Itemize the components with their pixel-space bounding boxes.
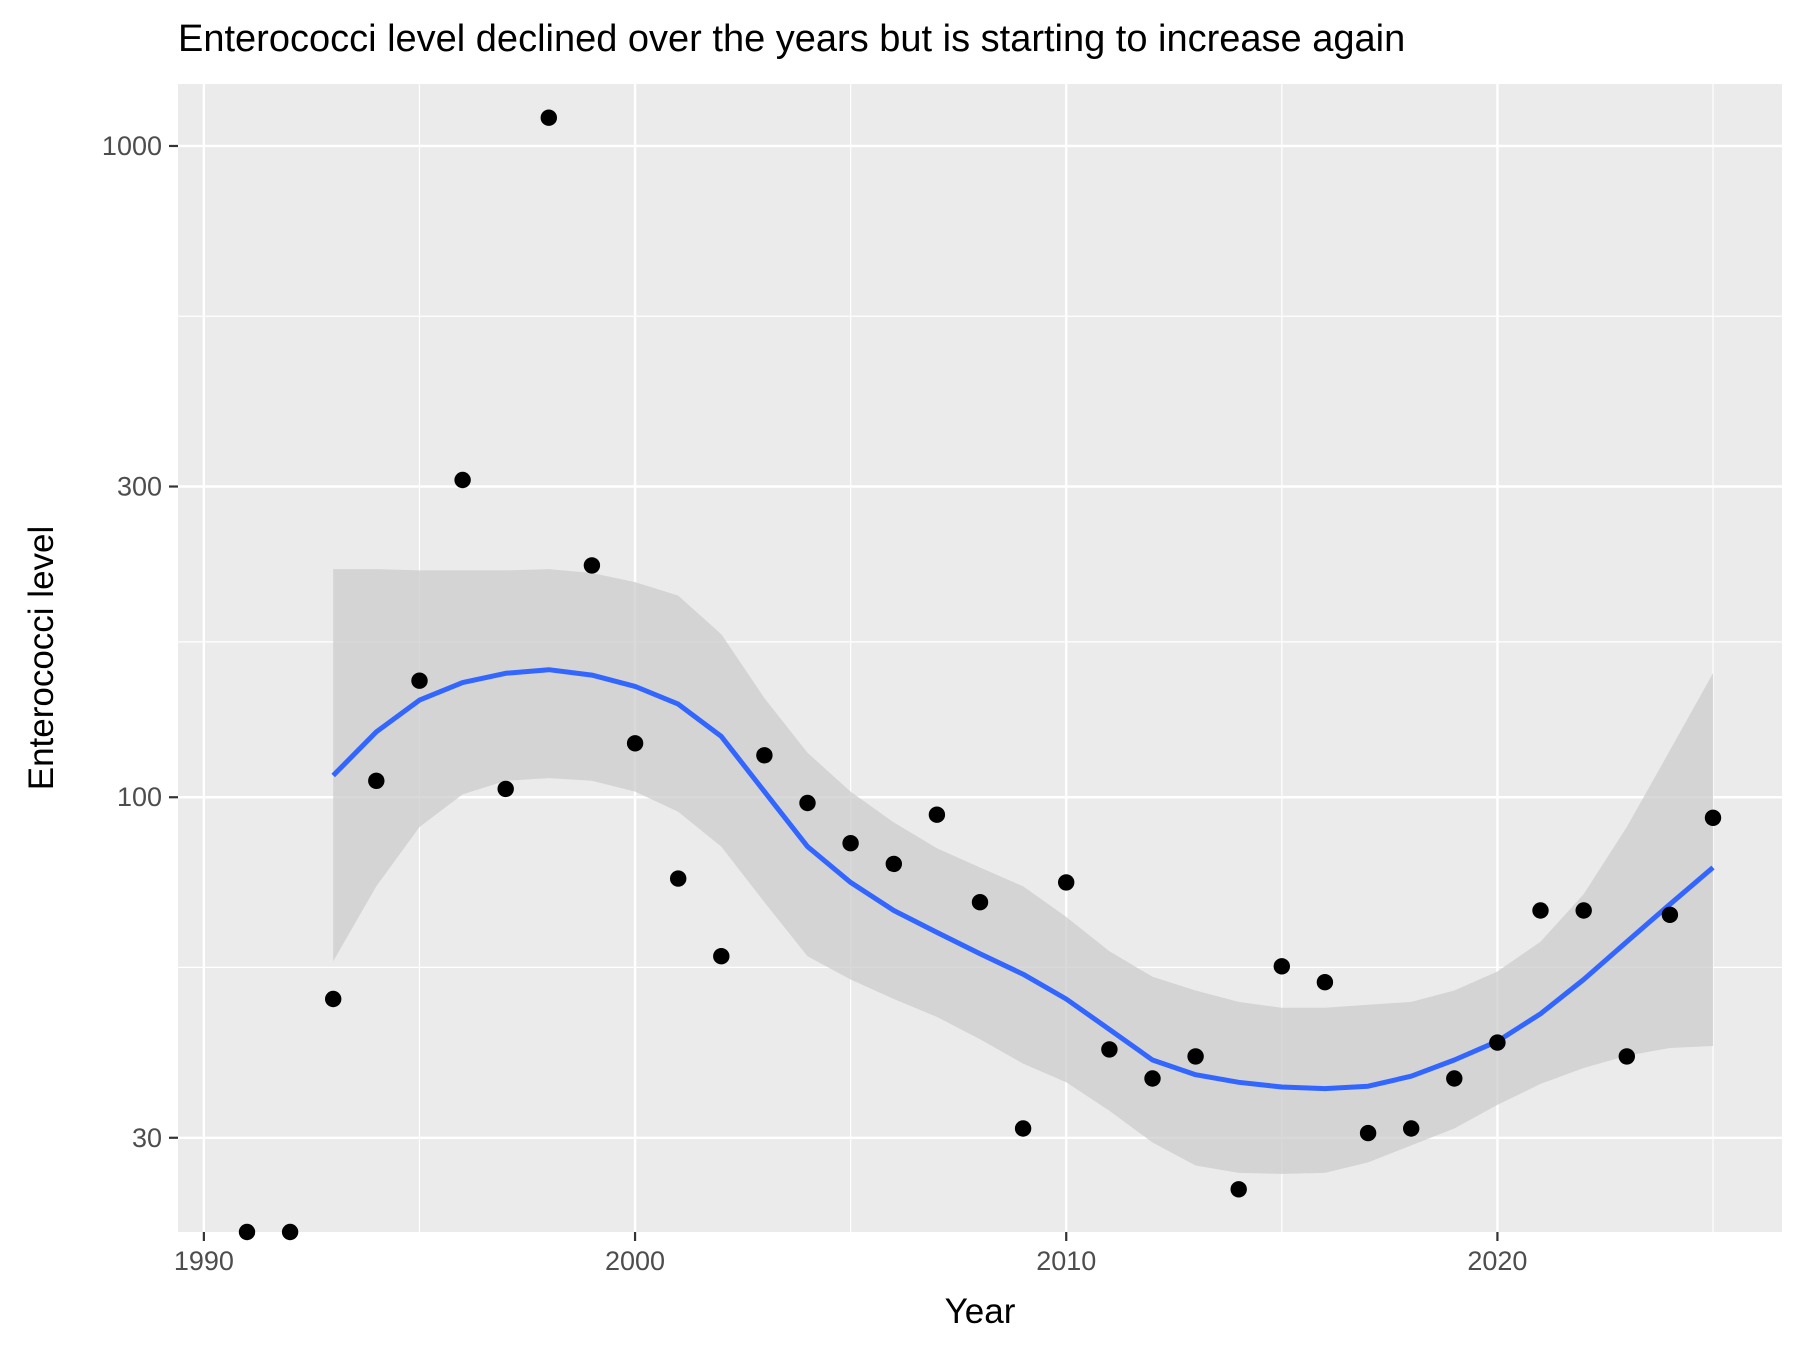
confidence-band xyxy=(333,569,1714,1174)
x-tick-label: 2020 xyxy=(1467,1246,1527,1276)
data-point xyxy=(842,835,859,852)
data-point xyxy=(756,747,773,764)
data-point xyxy=(1101,1041,1118,1058)
data-point xyxy=(325,990,342,1008)
data-point xyxy=(1144,1070,1161,1087)
y-axis: 30 100 300 1000 xyxy=(102,131,178,1153)
data-point xyxy=(1661,906,1679,923)
data-point xyxy=(1446,1070,1463,1087)
data-point xyxy=(1403,1120,1420,1137)
data-point xyxy=(238,1223,256,1241)
data-point xyxy=(1273,958,1291,975)
data-point xyxy=(1316,974,1334,991)
y-tick-label: 1000 xyxy=(102,131,162,161)
data-point xyxy=(670,870,687,887)
data-point xyxy=(1187,1048,1204,1065)
y-tick-label: 100 xyxy=(117,782,162,812)
data-point xyxy=(497,780,514,798)
y-tick-label: 30 xyxy=(132,1123,162,1153)
data-point xyxy=(971,894,989,911)
y-tick-label: 300 xyxy=(117,472,162,502)
data-point xyxy=(1230,1181,1247,1198)
data-point xyxy=(1532,902,1549,919)
data-point xyxy=(799,794,816,812)
data-point xyxy=(1618,1048,1636,1065)
data-point xyxy=(1058,874,1075,891)
data-point xyxy=(713,948,730,965)
x-axis: 1990 2000 2010 2020 xyxy=(174,1232,1527,1276)
data-point xyxy=(1704,809,1722,826)
x-tick-label: 1990 xyxy=(174,1246,234,1276)
data-point xyxy=(1014,1120,1032,1137)
data-point xyxy=(928,806,946,823)
data-point xyxy=(540,109,557,126)
data-points xyxy=(238,109,1722,1241)
data-point xyxy=(1489,1034,1506,1051)
data-point xyxy=(1575,902,1592,919)
data-point xyxy=(411,672,428,689)
data-point xyxy=(583,557,601,574)
data-point xyxy=(281,1223,299,1241)
x-tick-label: 2000 xyxy=(605,1246,665,1276)
y-axis-title: Enterococci level xyxy=(22,526,61,791)
data-point xyxy=(626,735,644,752)
data-point xyxy=(885,855,902,873)
x-tick-label: 2010 xyxy=(1036,1246,1096,1276)
x-axis-title: Year xyxy=(945,1292,1016,1331)
smooth-trend-line xyxy=(331,667,1715,1092)
data-point xyxy=(368,772,385,789)
data-point xyxy=(1359,1124,1377,1142)
chart-title: Enterococci level declined over the year… xyxy=(178,18,1406,60)
data-point xyxy=(454,471,471,489)
